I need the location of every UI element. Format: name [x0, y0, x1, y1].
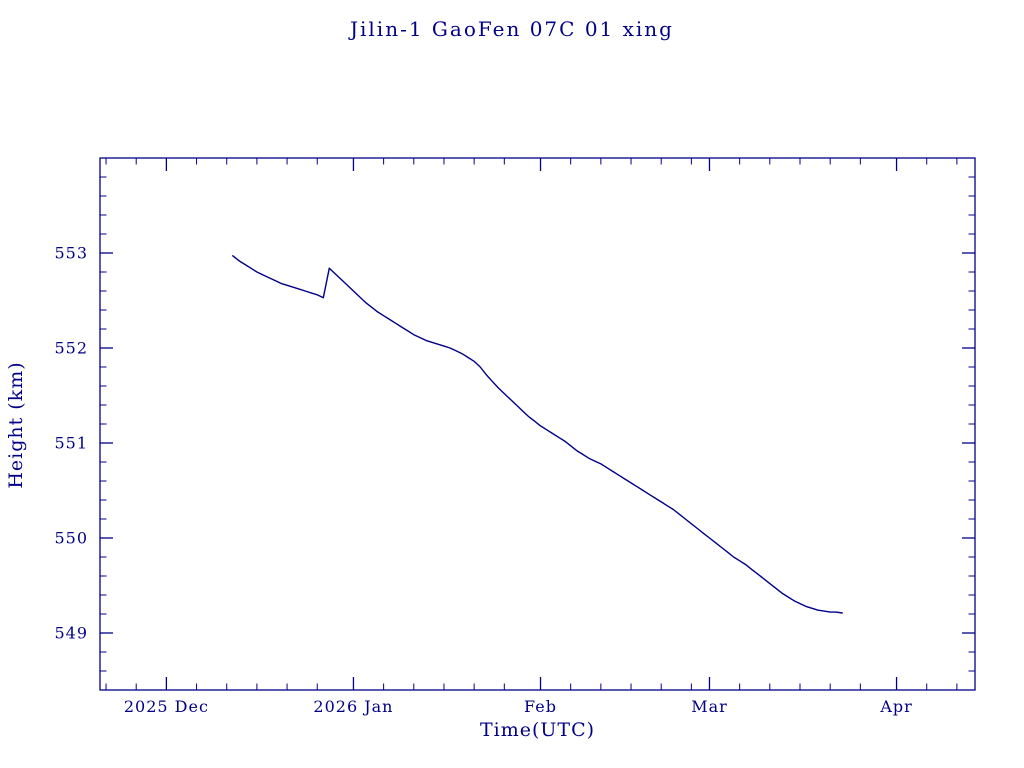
y-tick-label: 551: [54, 434, 88, 453]
y-axis-label: Height (km): [5, 361, 27, 489]
data-line: [232, 255, 843, 614]
x-tick-label: Apr: [879, 697, 912, 716]
x-tick-label: 2025 Dec: [124, 697, 209, 716]
y-tick-label: 552: [54, 339, 88, 358]
x-tick-label: Mar: [691, 697, 728, 716]
y-tick-label: 553: [54, 244, 88, 263]
chart-title: Jilin-1 GaoFen 07C 01 xing: [349, 17, 674, 41]
y-tick-label: 549: [54, 624, 88, 643]
y-tick-label: 550: [54, 529, 88, 548]
x-tick-label: 2026 Jan: [313, 697, 393, 716]
x-axis-label: Time(UTC): [479, 719, 596, 741]
x-tick-label: Feb: [524, 697, 557, 716]
